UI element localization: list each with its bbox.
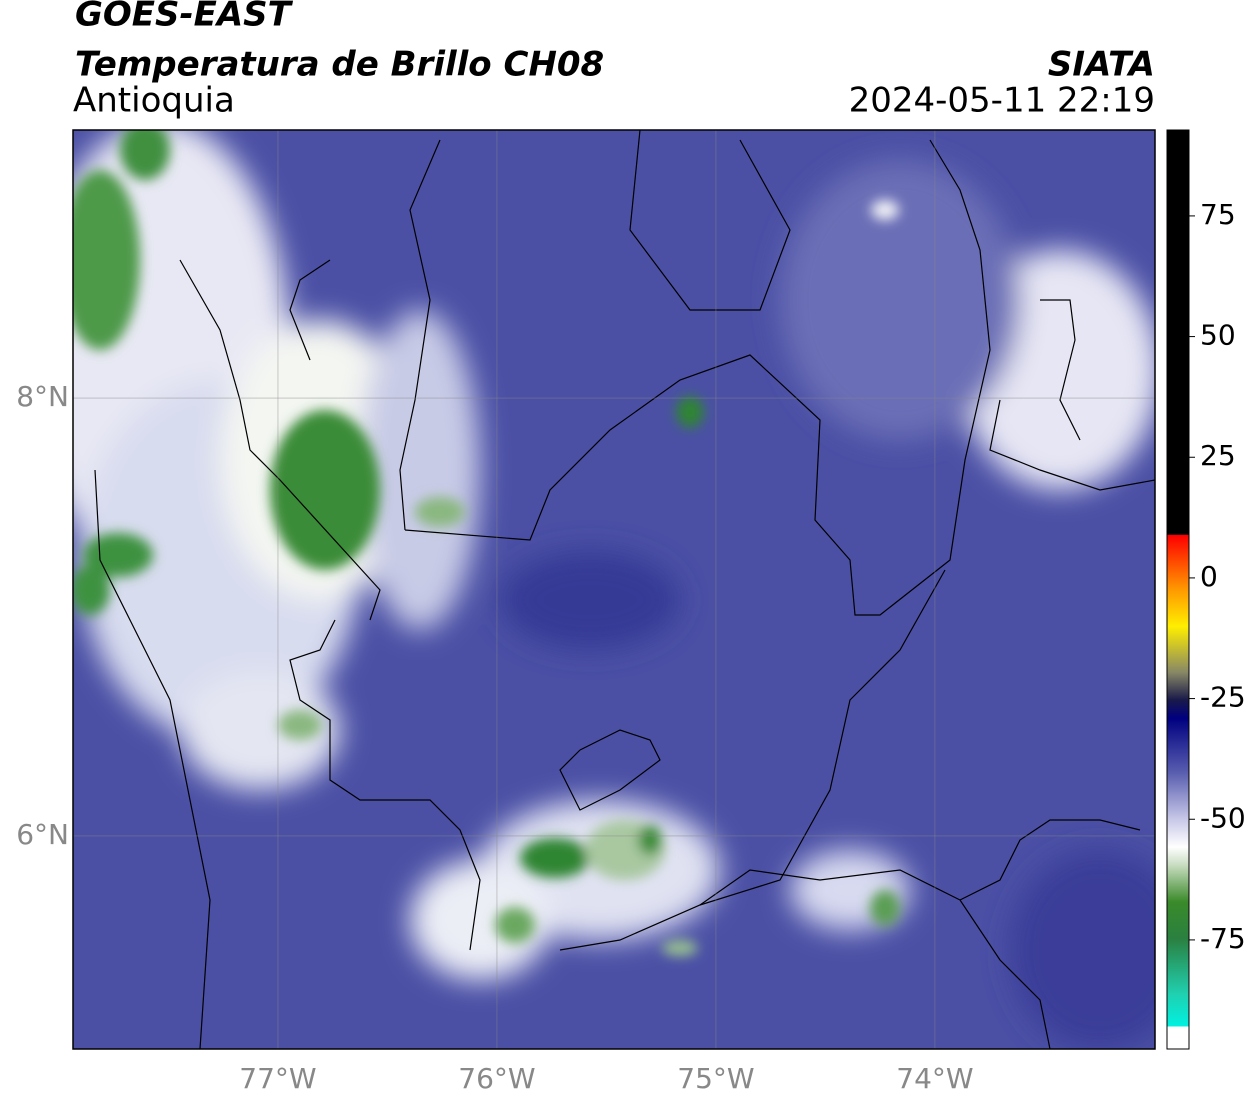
x-tick-label: 75°W	[677, 1062, 754, 1095]
map-frame	[72, 129, 1156, 1050]
region: Antioquia	[73, 81, 235, 121]
colorbar-tick-label: -25	[1200, 681, 1246, 714]
source: SIATA	[1048, 45, 1155, 85]
x-tick-label: 74°W	[896, 1062, 973, 1095]
colorbar-ticks: 75 50 25 0 -25 -50 -75	[1189, 198, 1246, 955]
colorbar-tick-label: 75	[1200, 198, 1236, 231]
colorbar-tick-label: 0	[1200, 560, 1218, 593]
x-tick-label: 77°W	[239, 1062, 316, 1095]
x-tick-label: 76°W	[458, 1062, 535, 1095]
colorbar-tick-label: -75	[1200, 922, 1246, 955]
y-tick-label: 6°N	[16, 818, 69, 851]
cold-tops	[73, 130, 900, 956]
borders	[94, 130, 1155, 1049]
map-image	[73, 130, 1155, 1049]
subtitle: Temperatura de Brillo CH08	[75, 45, 604, 85]
colorbar-tick-label: -50	[1200, 801, 1246, 834]
title: GOES-EAST	[75, 0, 294, 35]
colorbar-tick-label: 50	[1200, 319, 1236, 352]
colorbar	[1166, 129, 1190, 1050]
graticule	[73, 130, 1155, 1049]
y-tick-label: 8°N	[16, 380, 69, 413]
datetime: 2024-05-11 22:19	[849, 81, 1155, 121]
colorbar-tick-label: 25	[1200, 439, 1236, 472]
